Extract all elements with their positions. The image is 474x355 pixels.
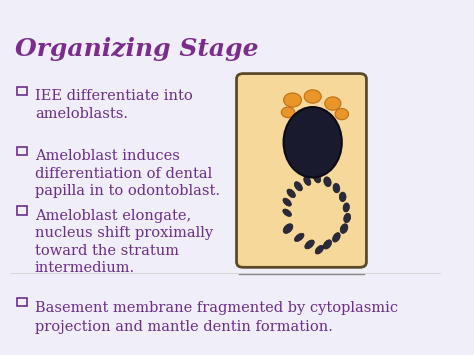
Ellipse shape <box>324 177 331 187</box>
FancyBboxPatch shape <box>17 206 27 215</box>
Ellipse shape <box>283 93 301 107</box>
Ellipse shape <box>305 240 314 249</box>
Ellipse shape <box>294 182 302 191</box>
Ellipse shape <box>283 198 292 206</box>
Text: Ameloblast induces
differentiation of dental
papilla in to odontoblast.: Ameloblast induces differentiation of de… <box>35 149 220 198</box>
Text: Ameloblast elongate,
nucleus shift proximally
toward the stratum
intermedium.: Ameloblast elongate, nucleus shift proxi… <box>35 209 213 275</box>
Ellipse shape <box>294 233 304 241</box>
Ellipse shape <box>287 189 295 198</box>
Ellipse shape <box>283 209 292 217</box>
Ellipse shape <box>339 192 346 202</box>
Ellipse shape <box>283 224 293 234</box>
Ellipse shape <box>282 107 295 118</box>
Ellipse shape <box>335 109 348 120</box>
Ellipse shape <box>304 177 311 185</box>
Ellipse shape <box>333 183 340 193</box>
Ellipse shape <box>315 245 324 254</box>
FancyBboxPatch shape <box>17 298 27 306</box>
FancyBboxPatch shape <box>17 147 27 155</box>
Ellipse shape <box>340 224 348 233</box>
Text: IEE differentiate into
ameloblasts.: IEE differentiate into ameloblasts. <box>35 89 193 121</box>
Ellipse shape <box>304 90 321 103</box>
Ellipse shape <box>343 203 349 212</box>
Ellipse shape <box>325 97 341 110</box>
Ellipse shape <box>333 233 340 242</box>
FancyBboxPatch shape <box>17 87 27 95</box>
Text: Organizing Stage: Organizing Stage <box>15 37 258 61</box>
Ellipse shape <box>323 240 332 249</box>
Ellipse shape <box>314 174 321 183</box>
Text: Basement membrane fragmented by cytoplasmic
projection and mantle dentin formati: Basement membrane fragmented by cytoplas… <box>35 301 398 334</box>
FancyBboxPatch shape <box>237 73 366 267</box>
Ellipse shape <box>283 107 342 178</box>
Ellipse shape <box>344 213 351 223</box>
